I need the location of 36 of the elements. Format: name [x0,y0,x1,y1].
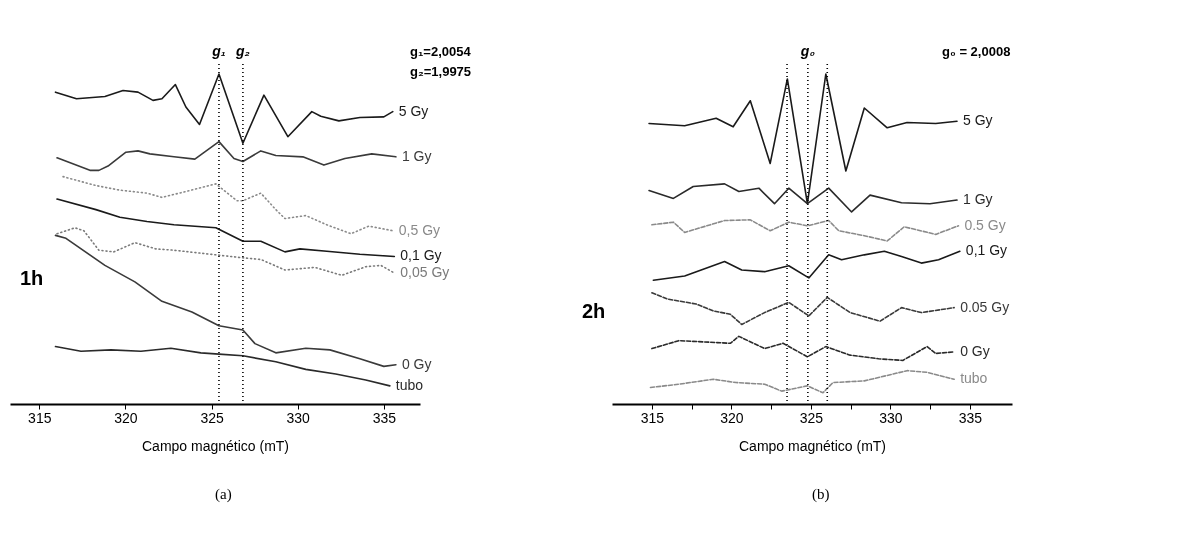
series-label: 1 Gy [401,147,432,164]
x-axis-title: Campo magnético (mT) [141,437,290,454]
series-label: 0,5 Gy [398,221,441,238]
series-label: 0,1 Gy [400,247,442,264]
series-label: tubo [395,376,424,393]
series-label: 0,1 Gy [965,242,1008,259]
text: (a) [215,486,232,503]
x-tick-label: 325 [200,409,224,426]
series-label: 0 Gy [401,355,432,372]
text: 2h [582,299,606,322]
series-label: 1 Gy [962,191,993,208]
series-label: 0.5 Gy [964,216,1006,233]
x-tick-label: 320 [114,409,138,426]
text: (b) [812,486,830,503]
annotation: 1h [20,266,44,289]
text: g₁=2,0054 [410,44,472,59]
series-label: 5 Gy [962,112,993,129]
series-label: 0,05 Gy [400,263,450,280]
x-tick-label: 315 [640,409,665,426]
x-tick-label: 325 [799,409,824,426]
ref-line-label: g₀ [799,43,816,59]
x-axis-title: Campo magnético (mT) [738,437,887,454]
series-label: tubo [960,370,988,387]
x-tick-label: 330 [286,409,311,426]
x-tick-label: 330 [879,409,903,426]
annotation: g₂=1,9975 [410,64,472,79]
x-tick-label: 335 [372,409,397,426]
ref-line-label: g₁ [211,43,226,59]
x-tick-label: 335 [958,409,983,426]
series-label: 0.05 Gy [960,298,1010,315]
series-label: 0 Gy [960,342,990,359]
x-tick-label: 315 [28,409,52,426]
text: g₀ = 2,0008 [942,44,1011,59]
x-tick-label: 320 [720,409,744,426]
series-label: 5 Gy [398,102,429,119]
ref-line-label: g₂ [234,43,250,59]
